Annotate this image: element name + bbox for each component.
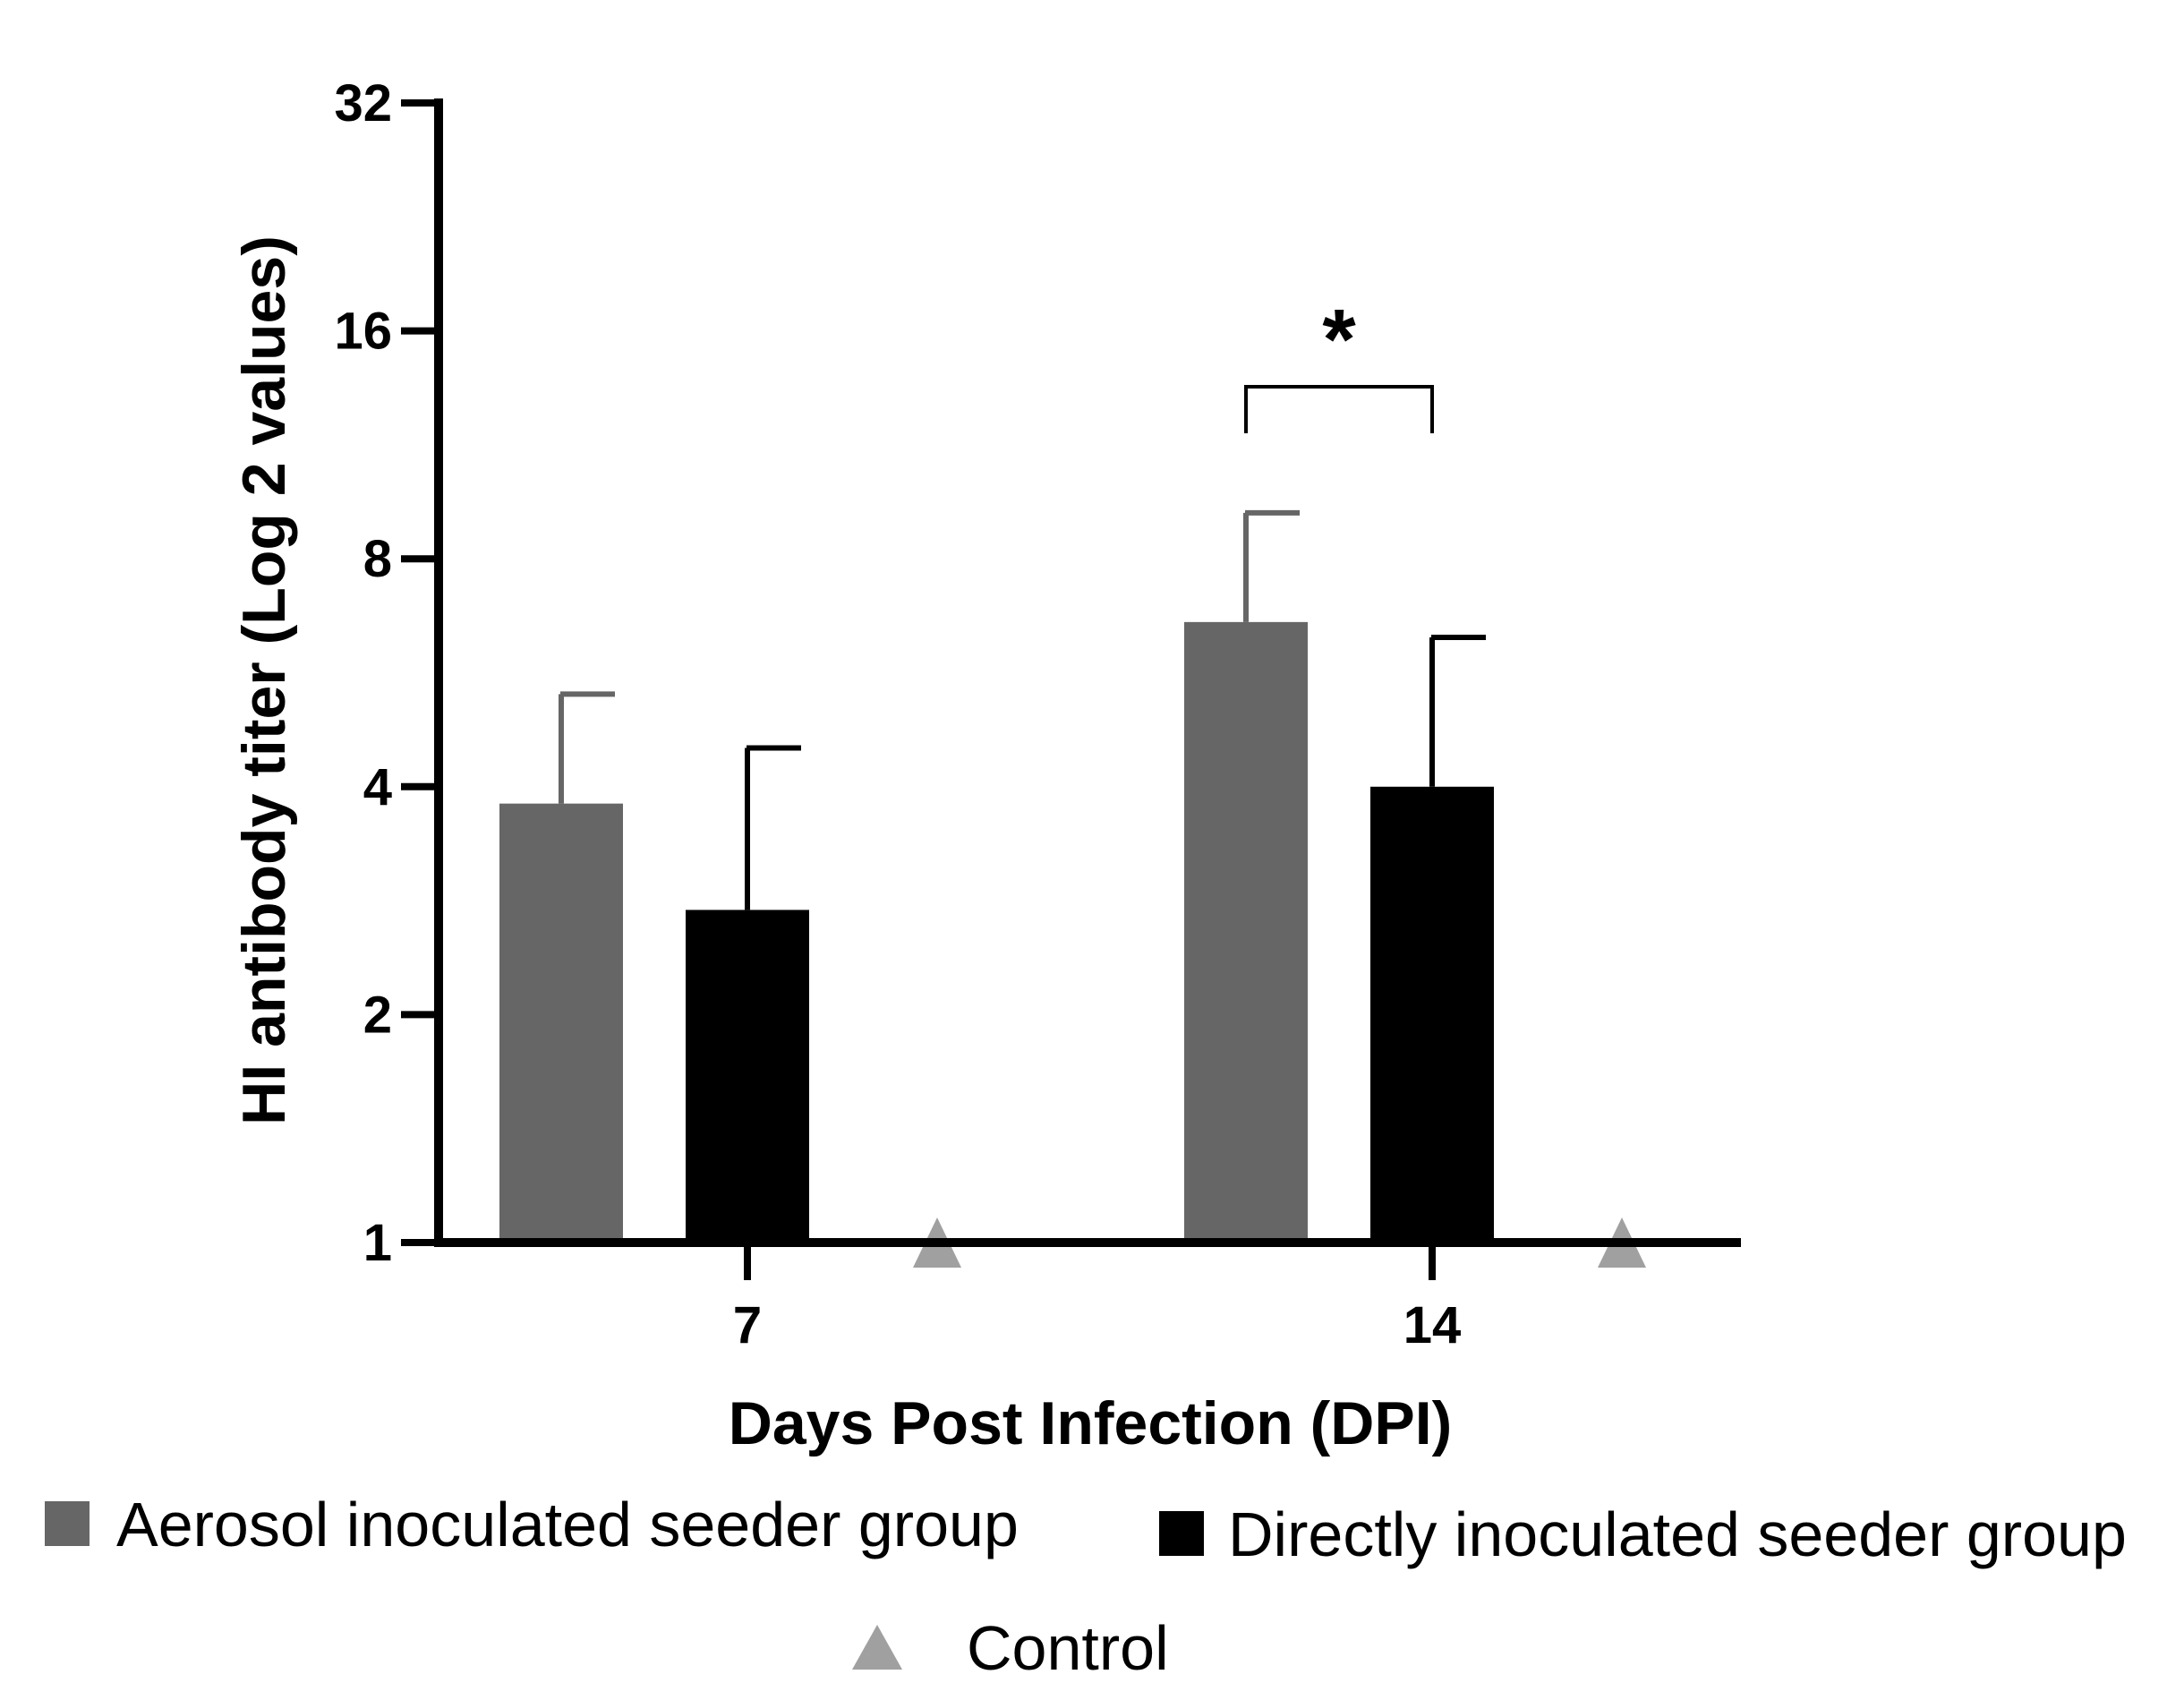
x-axis-title: Days Post Infection (DPI) [729, 1389, 1453, 1457]
legend: Aerosol inoculated seeder group Directly … [45, 1490, 2127, 1683]
bar [499, 803, 623, 1243]
legend-swatch [1159, 1511, 1204, 1556]
significance-bracket [1244, 385, 1434, 434]
y-tick-label: 2 [363, 986, 392, 1044]
legend-label: Control [967, 1613, 1169, 1683]
significance-star: * [1322, 292, 1356, 388]
plot-area: 1 2 4 8 16 32 7 14 Days Post Infection (DPI) HI a… [230, 74, 1741, 1457]
bar [1370, 786, 1494, 1243]
legend-label: Directly inoculated seeder group [1228, 1499, 2127, 1569]
y-tick-label: 1 [363, 1214, 392, 1272]
y-tick-label: 4 [363, 758, 392, 816]
x-tick-label: 7 [733, 1296, 762, 1354]
legend-swatch-triangle [852, 1625, 902, 1670]
y-tick-label: 8 [363, 530, 392, 588]
y-tick-label: 32 [334, 74, 392, 132]
y-axis-title: HI antibody titer (Log 2 values) [230, 235, 298, 1125]
x-tick-label: 14 [1403, 1296, 1462, 1354]
legend-swatch [45, 1501, 90, 1546]
legend-label: Aerosol inoculated seeder group [116, 1490, 1019, 1559]
bar [1184, 621, 1308, 1243]
bar [686, 910, 809, 1243]
y-tick-label: 16 [334, 303, 392, 361]
